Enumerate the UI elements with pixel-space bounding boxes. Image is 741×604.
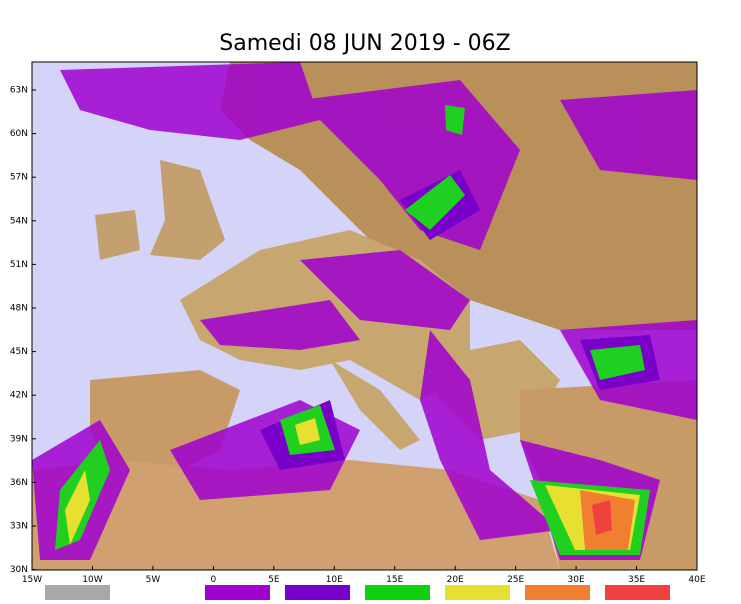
lon-label: 25E bbox=[507, 575, 524, 585]
legend-swatch bbox=[365, 585, 430, 600]
lat-label: 48N bbox=[10, 304, 28, 314]
lat-label: 63N bbox=[10, 86, 28, 96]
legend-swatch bbox=[45, 585, 110, 600]
lat-label: 57N bbox=[10, 173, 28, 183]
lon-label: 40E bbox=[688, 575, 705, 585]
map-frame bbox=[31, 61, 698, 571]
land bbox=[150, 160, 225, 260]
lat-label: 60N bbox=[10, 129, 28, 139]
lon-label: 10W bbox=[82, 575, 102, 585]
legend-swatch bbox=[285, 585, 350, 600]
legend bbox=[45, 585, 670, 600]
lat-label: 30N bbox=[10, 565, 28, 575]
lat-label: 51N bbox=[10, 260, 28, 270]
legend-swatch bbox=[525, 585, 590, 600]
lat-label: 45N bbox=[10, 347, 28, 357]
lon-label: 20E bbox=[447, 575, 464, 585]
legend-swatch bbox=[445, 585, 510, 600]
lon-label: 0 bbox=[210, 575, 216, 585]
map-area bbox=[32, 62, 697, 570]
legend-swatch bbox=[605, 585, 670, 600]
lat-label: 54N bbox=[10, 216, 28, 226]
lon-label: 35E bbox=[628, 575, 645, 585]
lon-label: 10E bbox=[326, 575, 343, 585]
map-title: Samedi 08 JUN 2019 - 06Z bbox=[219, 31, 511, 56]
lon-label: 5E bbox=[268, 575, 280, 585]
lon-label: 5W bbox=[146, 575, 161, 585]
land bbox=[330, 360, 420, 450]
lon-label: 15W bbox=[22, 575, 42, 585]
land bbox=[95, 210, 140, 260]
precip-extreme bbox=[592, 500, 612, 535]
lon-label: 15E bbox=[386, 575, 403, 585]
lat-label: 42N bbox=[10, 391, 28, 401]
lat-label: 36N bbox=[10, 478, 28, 488]
lat-label: 33N bbox=[10, 522, 28, 532]
lon-label: 30E bbox=[568, 575, 585, 585]
land bbox=[32, 460, 560, 570]
legend-swatch bbox=[205, 585, 270, 600]
lat-label: 39N bbox=[10, 434, 28, 444]
